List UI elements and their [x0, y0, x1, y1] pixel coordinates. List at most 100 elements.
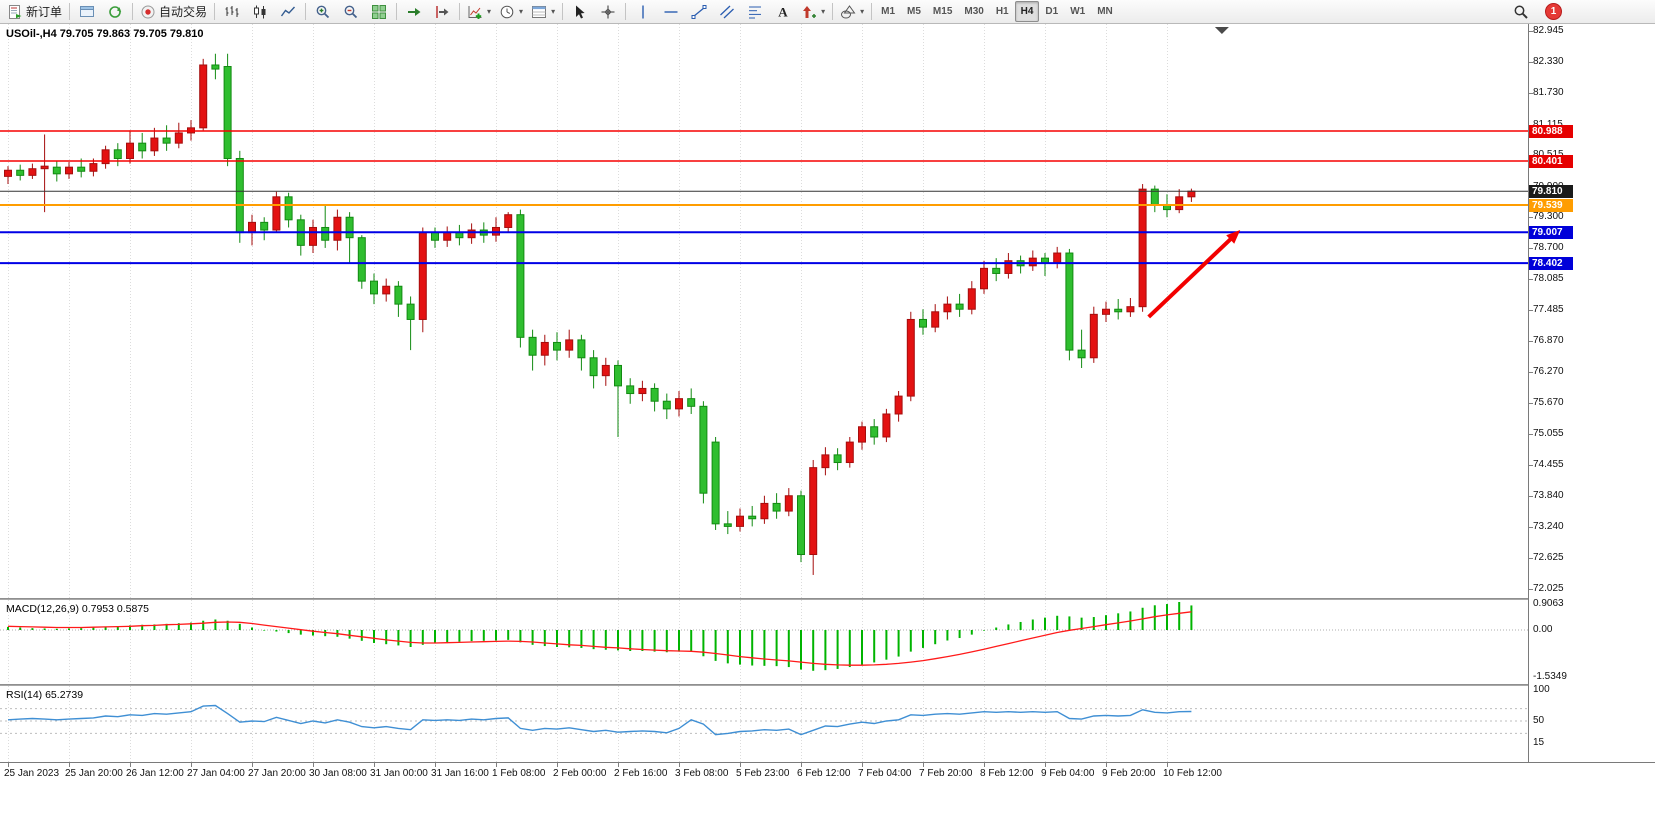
toolbar-fibonacci-retracement-button[interactable] — [741, 1, 769, 23]
timeframe-m15-button[interactable]: M15 — [932, 6, 953, 17]
candle-up — [760, 495, 769, 524]
timeframe-m1-button[interactable]: M1 — [881, 6, 896, 17]
toolbar-line-chart-button[interactable] — [274, 1, 302, 23]
time-axis-tick — [496, 763, 497, 767]
candle-up — [467, 223, 476, 244]
trend-arrow-annotation[interactable] — [1147, 233, 1237, 319]
rsi-label: RSI(14) 65.2739 — [6, 689, 84, 701]
candle-down — [162, 125, 171, 151]
price-axis-tick — [1529, 247, 1533, 249]
candlestick-chart[interactable] — [0, 24, 1528, 598]
time-axis-label: 31 Jan 00:00 — [370, 768, 428, 779]
timeframe-w1-button[interactable]: W1 — [1070, 6, 1086, 17]
panel-divider[interactable] — [0, 684, 1655, 686]
toolbar-cursor-button[interactable] — [566, 1, 594, 23]
candle-down — [406, 296, 415, 351]
panel-divider[interactable] — [0, 598, 1655, 600]
time-axis-label: 7 Feb 20:00 — [919, 768, 973, 779]
time-axis-label: 7 Feb 04:00 — [858, 768, 912, 779]
candle-down — [296, 214, 305, 256]
toolbar-auto-trading-button[interactable]: 自动交易 — [136, 1, 211, 23]
price-axis-label: 79.300 — [1533, 211, 1564, 223]
toolbar-vertical-line-button[interactable] — [629, 1, 657, 23]
candle-up — [1138, 184, 1147, 312]
price-axis-label: 78.085 — [1533, 273, 1564, 285]
notification-badge[interactable]: 1 — [1545, 3, 1562, 20]
price-line-price-tag: 79.007 — [1529, 225, 1573, 239]
toolbar-separator — [871, 3, 873, 20]
chart-shift-marker-icon[interactable] — [1214, 27, 1229, 34]
timeframe-h1-button[interactable]: H1 — [995, 6, 1009, 17]
price-chart-panel[interactable]: USOil-,H4 79.705 79.863 79.705 79.810 — [0, 24, 1528, 598]
timeframe-mn-button[interactable]: MN — [1097, 6, 1113, 17]
toolbar-candlestick-chart-button[interactable] — [246, 1, 274, 23]
toolbar-zoom-out-button[interactable] — [337, 1, 365, 23]
candle-up — [174, 122, 183, 149]
candle-down — [431, 227, 439, 248]
timeframe-m5-button[interactable]: M5 — [907, 6, 921, 17]
toolbar-trendline-button[interactable] — [685, 1, 713, 23]
macd-signal-line — [7, 611, 1192, 666]
time-axis-tick — [740, 763, 741, 767]
timeframe-m30-button[interactable]: M30 — [964, 6, 984, 17]
candle-up — [4, 166, 12, 185]
candle-down — [687, 388, 696, 414]
candle-up — [638, 380, 647, 402]
toolbar: 新订单 自动交易 ▾ ▾ ▾ A ▾ ▾ M1 M5 M15 M30 H1 H4 D1 W1 MN 1 — [0, 0, 1655, 24]
candles-icon — [254, 5, 266, 18]
search-button[interactable] — [1507, 1, 1535, 23]
price-axis-tick — [1529, 372, 1533, 374]
price-axis-label: 72.625 — [1533, 552, 1564, 564]
toolbar-shapes-button[interactable]: ▾ — [836, 1, 868, 23]
macd-chart[interactable] — [0, 600, 1528, 684]
candle-down — [528, 329, 537, 371]
candle-down — [1016, 255, 1025, 274]
timeframe-d1-button[interactable]: D1 — [1045, 6, 1059, 17]
candle-up — [1187, 188, 1196, 202]
toolbar-indicators-button[interactable]: ▾ — [463, 1, 495, 23]
toolbar-arrow-objects-button[interactable]: ▾ — [797, 1, 829, 23]
time-axis[interactable]: 25 Jan 2023 25 Jan 20:00 26 Jan 12:00 27 Ja… — [0, 762, 1655, 826]
candle-up — [65, 162, 73, 179]
toolbar-chart-shift-button[interactable] — [428, 1, 456, 23]
macd-panel[interactable]: MACD(12,26,9) 0.7953 0.5875 — [0, 600, 1528, 684]
rsi-chart[interactable] — [0, 686, 1528, 762]
toolbar-separator — [625, 3, 627, 20]
price-axis-label: 81.115 — [1533, 119, 1563, 130]
time-axis-label: 2 Feb 16:00 — [614, 768, 668, 779]
toolbar-templates-button[interactable]: ▾ — [527, 1, 559, 23]
candle-up — [418, 227, 427, 333]
price-axis[interactable]: 82.94582.33081.73081.11580.51579.90079.3… — [1528, 24, 1655, 762]
toolbar-new-order-button[interactable]: 新订单 — [3, 1, 66, 23]
candle-up — [675, 390, 683, 417]
timeframe-h4-button[interactable]: H4 — [1014, 1, 1040, 22]
candle-up — [443, 226, 452, 247]
toolbar-horizontal-line-button[interactable] — [657, 1, 685, 23]
toolbar-tile-windows-button[interactable] — [365, 1, 393, 23]
toolbar-bar-chart-button[interactable] — [218, 1, 246, 23]
candle-up — [809, 459, 818, 575]
toolbar-text-label-button[interactable]: A — [769, 1, 797, 23]
candle-up — [309, 219, 317, 254]
toolbar-auto-scroll-button[interactable] — [400, 1, 428, 23]
zoom-out-icon — [344, 5, 358, 18]
candle-down — [394, 281, 403, 317]
candle-down — [662, 393, 671, 420]
rsi-axis-label: 50 — [1533, 715, 1545, 726]
time-axis-label: 25 Jan 20:00 — [65, 768, 123, 779]
toolbar-crosshair-button[interactable] — [594, 1, 622, 23]
candle-down — [1077, 329, 1086, 368]
price-axis-label: 74.455 — [1533, 458, 1564, 470]
candle-up — [565, 329, 574, 358]
toolbar-equidistant-channel-button[interactable] — [713, 1, 741, 23]
time-axis-label: 27 Jan 04:00 — [187, 768, 245, 779]
toolbar-refresh-button[interactable] — [101, 1, 129, 23]
toolbar-separator — [214, 3, 216, 20]
toolbar-charts-window-button[interactable] — [73, 1, 101, 23]
toolbar-periods-button[interactable]: ▾ — [495, 1, 527, 23]
toolbar-auto-trading-label: 自动交易 — [159, 5, 208, 19]
candle-up — [967, 281, 976, 315]
rsi-panel[interactable]: RSI(14) 65.2739 — [0, 686, 1528, 762]
time-axis-tick — [557, 763, 558, 767]
toolbar-zoom-in-button[interactable] — [309, 1, 337, 23]
